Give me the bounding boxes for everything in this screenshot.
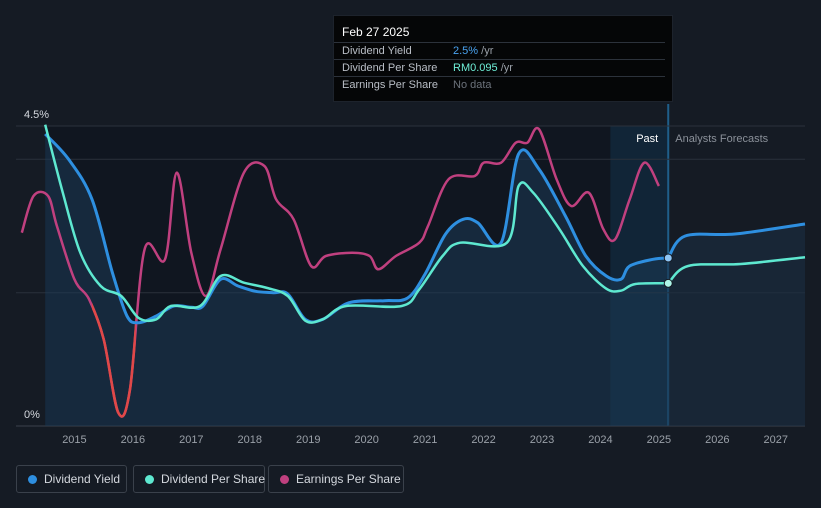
series-lines <box>20 124 806 418</box>
dividend-yield-marker <box>663 253 673 263</box>
axis-labels: 4.5% 0% 2015 2016 2017 2018 2019 2020 2021 2022 20… <box>24 109 788 446</box>
legend-dot-icon <box>280 475 289 484</box>
tooltip-row-dividend-per-share: Dividend Per Share RM0.095 /yr <box>334 59 665 77</box>
legend-earnings-per-share[interactable]: Earnings Per Share <box>268 465 404 493</box>
legend-dividend-yield[interactable]: Dividend Yield <box>16 465 127 493</box>
series-area <box>45 134 805 426</box>
dividend-per-share-line <box>43 124 669 324</box>
tooltip-label: Dividend Per Share <box>342 62 438 74</box>
earnings-per-share-dip-segment <box>91 302 136 418</box>
x-tick-label: 2019 <box>296 434 320 446</box>
x-tick-label: 2026 <box>705 434 729 446</box>
x-tick-label: 2023 <box>530 434 554 446</box>
y-axis-label-min: 0% <box>24 409 40 421</box>
dividend-yield-forecast-line <box>666 222 806 259</box>
x-tick-label: 2018 <box>238 434 262 446</box>
past-label: Past <box>636 133 658 145</box>
x-tick-label: 2024 <box>588 434 612 446</box>
legend-label: Dividend Per Share <box>161 472 266 486</box>
tooltip-value: RM0.095 /yr <box>453 62 513 74</box>
legend-dividend-per-share[interactable]: Dividend Per Share <box>133 465 265 493</box>
x-tick-label: 2027 <box>764 434 788 446</box>
hover-tooltip: Feb 27 2025 Dividend Yield 2.5% /yr Divi… <box>333 15 673 102</box>
tooltip-label: Earnings Per Share <box>342 79 438 91</box>
x-tick-label: 2020 <box>354 434 378 446</box>
legend-label: Earnings Per Share <box>296 472 401 486</box>
dividend-yield-area <box>45 134 669 426</box>
x-tick-label: 2017 <box>179 434 203 446</box>
dividend-per-share-forecast-line <box>667 256 806 285</box>
tooltip-label: Dividend Yield <box>342 45 412 57</box>
dividend-per-share-marker <box>663 278 673 288</box>
tooltip-date: Feb 27 2025 <box>342 25 410 39</box>
tooltip-value: 2.5% /yr <box>453 45 494 57</box>
legend-dot-icon <box>28 475 37 484</box>
y-axis-label-max: 4.5% <box>24 109 49 121</box>
legend-label: Dividend Yield <box>44 472 121 486</box>
x-tick-label: 2015 <box>62 434 86 446</box>
forecast-label: Analysts Forecasts <box>675 133 768 145</box>
x-tick-label: 2021 <box>413 434 437 446</box>
tooltip-row-earnings-per-share: Earnings Per Share No data <box>334 76 665 94</box>
x-tick-label: 2025 <box>647 434 671 446</box>
x-tick-label: 2016 <box>121 434 145 446</box>
tooltip-value: No data <box>453 79 492 91</box>
dividend-yield-forecast-area <box>668 224 805 426</box>
legend-dot-icon <box>145 475 154 484</box>
tooltip-row-dividend-yield: Dividend Yield 2.5% /yr <box>334 42 665 60</box>
x-tick-label: 2022 <box>471 434 495 446</box>
hover-markers <box>663 253 673 288</box>
